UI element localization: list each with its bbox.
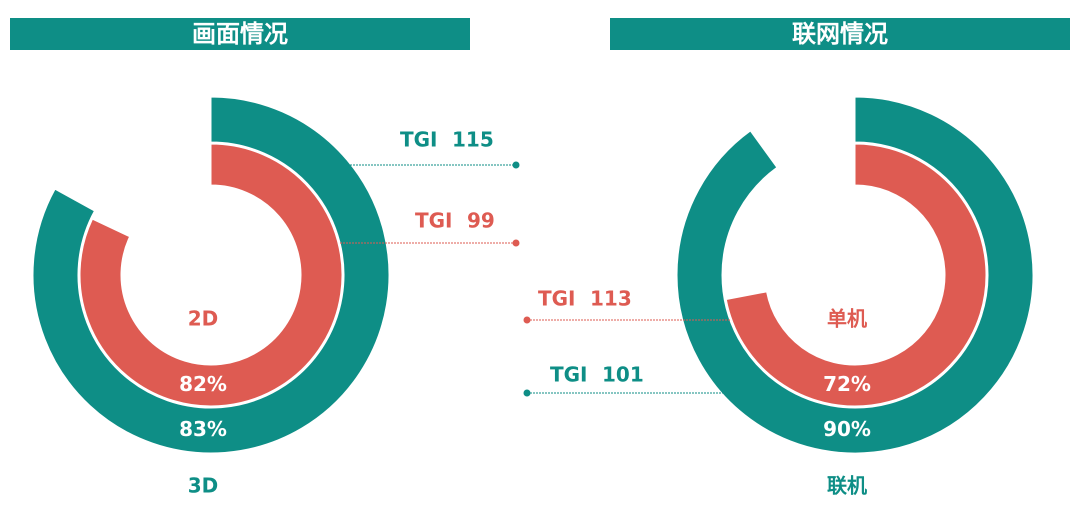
ring-bar [32, 96, 390, 454]
leader-dot [523, 389, 531, 397]
chart-title: 联网情况 [792, 20, 888, 48]
value-label: 82% [179, 372, 227, 396]
leader-dot [512, 239, 520, 247]
tgi-label: TGI [400, 128, 438, 152]
header-bar [10, 18, 470, 50]
series-name: 3D [188, 474, 219, 498]
value-label: 72% [823, 372, 871, 396]
header-bar [610, 18, 1070, 50]
series-name: 联机 [827, 474, 867, 498]
ring-bar [676, 96, 1034, 454]
value-label: 83% [179, 417, 227, 441]
tgi-label: TGI [550, 363, 588, 387]
tgi-value: 101 [602, 363, 644, 387]
leader-dot [523, 316, 531, 324]
series-name: 2D [188, 307, 219, 331]
tgi-label: TGI [415, 209, 453, 233]
leader-dot [512, 161, 520, 169]
tgi-value: 113 [590, 287, 632, 311]
ring-bar [725, 143, 987, 407]
chart-title: 画面情况 [192, 20, 288, 48]
series-name: 单机 [827, 307, 867, 331]
ring-bar [79, 143, 343, 407]
tgi-value: 115 [452, 128, 494, 152]
value-label: 90% [823, 417, 871, 441]
tgi-label: TGI [538, 287, 576, 311]
tgi-value: 99 [467, 209, 495, 233]
